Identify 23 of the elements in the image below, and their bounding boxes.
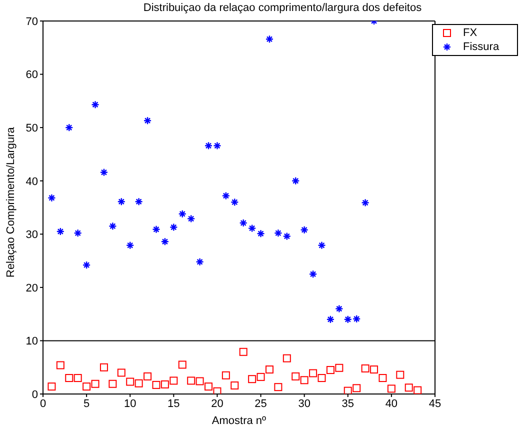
y-tick-label: 50 (26, 122, 38, 134)
x-tick-label: 5 (83, 398, 90, 410)
chart-title: Distribuiçao da relaçao comprimento/largura dos defeitos (142, 2, 423, 14)
x-tick-label: 20 (211, 398, 224, 410)
y-tick-label: 30 (26, 229, 38, 242)
y-tick-label: 0 (32, 388, 38, 401)
x-tick-label: 10 (124, 398, 136, 410)
x-tick-label: 30 (298, 398, 310, 410)
x-axis-title: Amostra nº (212, 415, 266, 427)
x-tick-label: 45 (428, 398, 442, 410)
y-tick-label: 40 (26, 176, 38, 188)
y-tick-label: 60 (26, 69, 38, 82)
x-tick-label: 25 (254, 398, 267, 410)
x-tick-label: 0 (40, 398, 46, 410)
y-axis-title: Relaçao Comprimento/Largura (4, 126, 17, 278)
x-tick-label: 40 (385, 398, 398, 410)
y-tick-label: 20 (26, 282, 38, 294)
legend-label: Fissura (463, 41, 500, 53)
x-tick-label: 35 (342, 398, 354, 410)
x-tick-label: 15 (168, 398, 180, 410)
legend-label: FX (463, 27, 478, 39)
y-tick-label: 10 (26, 336, 38, 348)
y-tick-label: 70 (26, 16, 38, 28)
